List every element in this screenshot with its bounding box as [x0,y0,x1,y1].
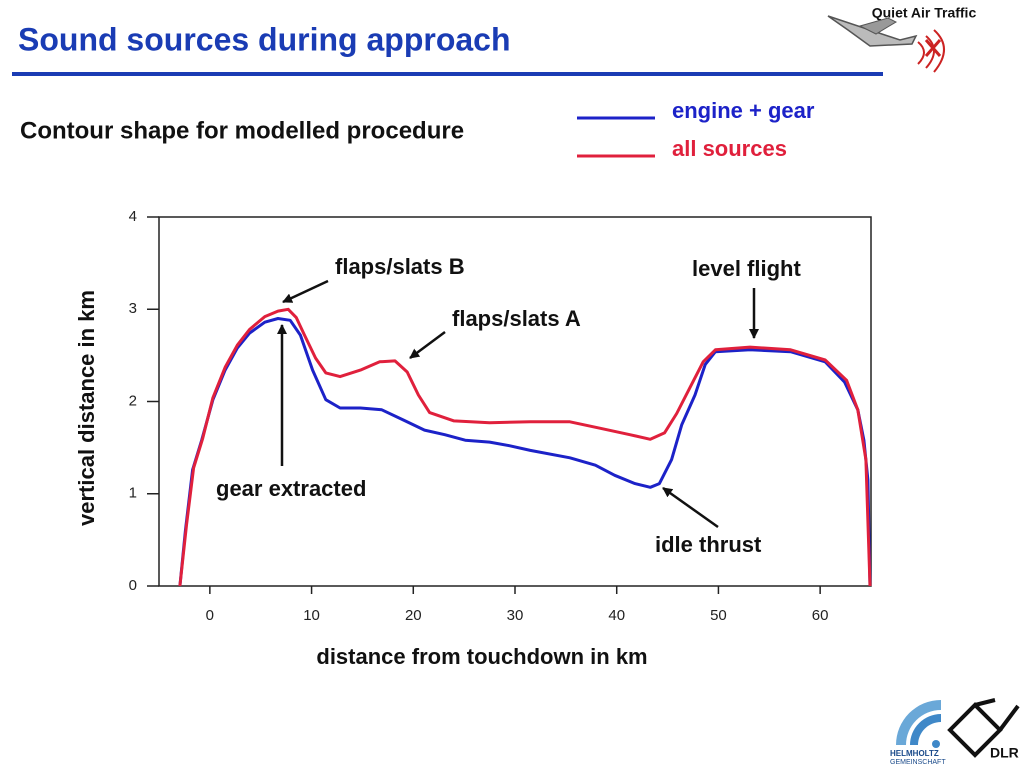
logo-text: Quiet Air Traffic [872,5,977,21]
annotation: flaps/slats B [335,254,465,279]
y-tick-label: 4 [129,208,137,225]
dlr-logo [947,698,1020,758]
x-tick-label: 60 [812,607,829,624]
chart-subtitle: Contour shape for modelled procedure [20,117,464,144]
annotation: gear extracted [216,476,366,501]
footer-text: DLR [990,745,1019,761]
y-tick-label: 1 [129,485,137,502]
footer-text: GEMEINSCHAFT [890,759,946,766]
plane-logo [827,15,945,73]
footer-text: HELMHOLTZ [890,749,939,758]
x-tick-label: 40 [608,607,625,624]
legend-label: engine + gear [672,98,815,123]
helmholtz-logo [896,700,941,748]
x-tick-label: 0 [206,607,214,624]
legend-label: all sources [672,136,787,161]
y-tick-label: 3 [129,300,137,317]
annotation: idle thrust [655,532,762,557]
series-line [178,317,872,587]
x-tick-label: 20 [405,607,422,624]
annotation: flaps/slats A [452,306,581,331]
annotation: level flight [692,256,801,281]
y-tick-label: 2 [129,392,137,409]
slide-title: Sound sources during approach [18,21,511,57]
x-tick-label: 50 [710,607,727,624]
x-axis-label: distance from touchdown in km [316,644,647,669]
y-tick-label: 0 [129,577,137,594]
x-tick-label: 30 [507,607,524,624]
x-tick-label: 10 [303,607,320,624]
annotation-arrows [277,279,759,529]
series-line [178,307,872,587]
y-axis-label: vertical distance in km [74,290,99,526]
